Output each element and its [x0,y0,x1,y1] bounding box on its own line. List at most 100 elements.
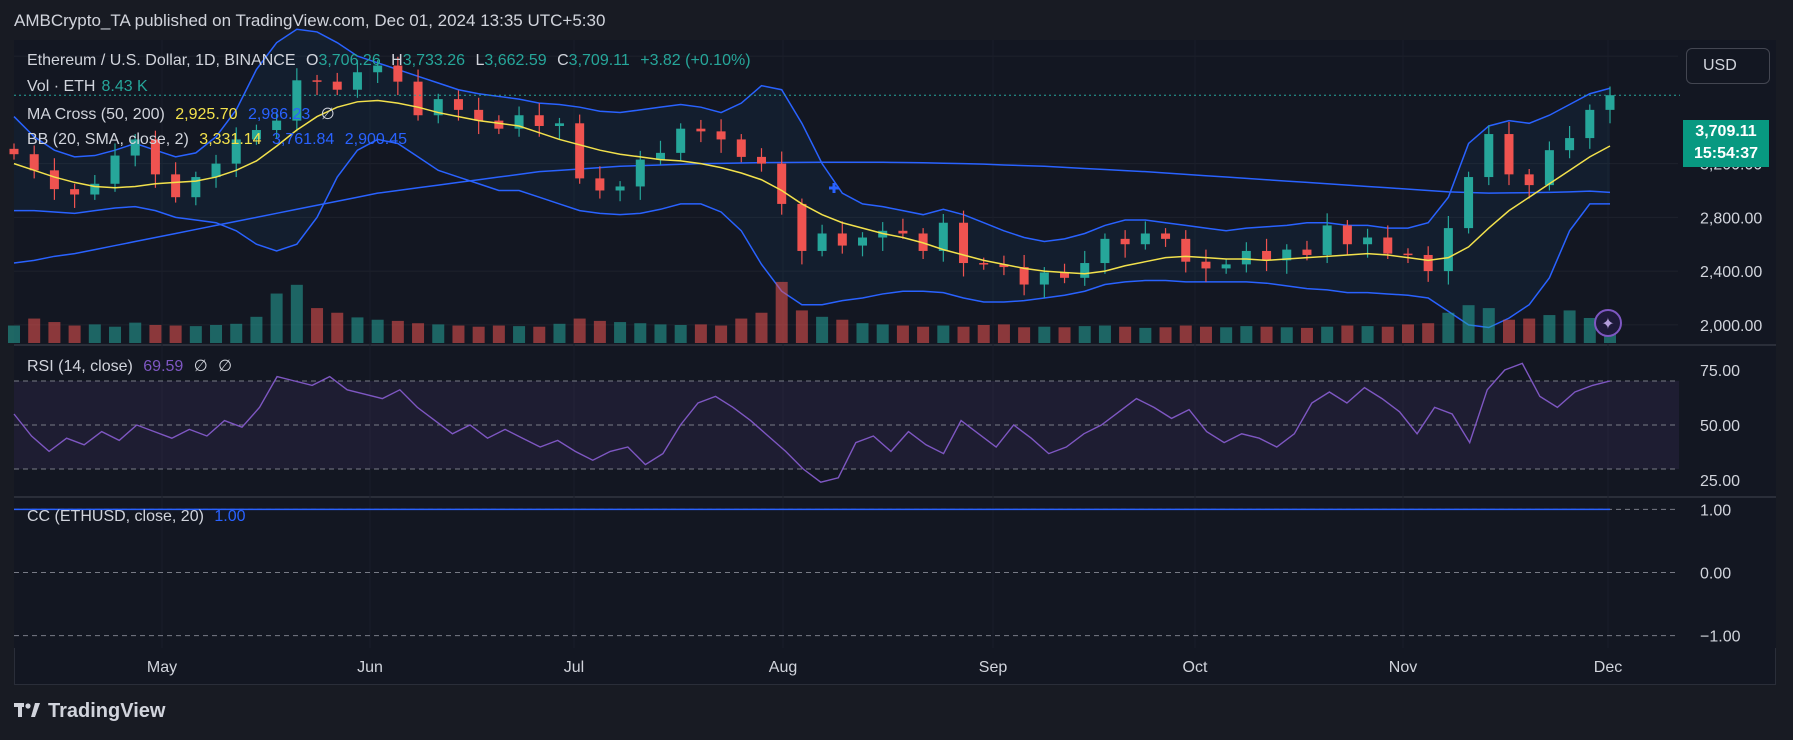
volume-bar [654,324,667,343]
ma-cross-label: MA Cross (50, 200) [27,106,165,123]
volume-bar [270,293,283,343]
candle [696,119,706,143]
candle [1060,263,1070,284]
rsi-legend[interactable]: RSI (14, close) 69.59 ∅ ∅ [27,356,238,376]
volume-bar [149,324,162,343]
time-tick-label: May [147,659,177,676]
cc-legend[interactable]: CC (ETHUSD, close, 20) 1.00 [27,508,252,526]
candle [191,171,201,206]
price-pane [9,28,1680,329]
volume-bar [876,324,889,343]
volume-bar [553,323,566,343]
candle [1221,259,1231,274]
cc-pane [14,508,1678,637]
chart-canvas[interactable]: 4,000.003,200.002,800.002,400.002,000.00… [0,0,1793,700]
ma50-line [13,99,1611,275]
volume-bar [1280,327,1293,343]
volume-bar [210,324,223,343]
volume-bar [917,326,930,343]
volume-bar [1422,323,1435,343]
candle [1140,221,1150,250]
volume-bar [48,322,61,343]
high-value: 3,733.26 [402,52,466,69]
volume-bar [68,325,81,343]
time-tick-label: Aug [769,659,797,676]
volume-bar [795,310,808,343]
candle [110,143,120,192]
volume-bar [1240,326,1253,343]
volume-bar [836,319,849,343]
candle [1100,233,1110,274]
volume-bar [614,322,627,343]
candle [393,56,403,96]
candle [373,60,383,83]
candle [332,72,342,96]
volume-bar [1300,327,1313,343]
candle [938,213,948,262]
rsi-pane [13,362,1679,483]
ma200-value: 2,986.23 [248,106,311,123]
time-tick-label: Dec [1594,659,1622,676]
ai-assistant-icon[interactable]: ✦ [1594,309,1622,337]
bb-legend[interactable]: BB (20, SMA, close, 2) 3,331.14 3,761.84… [27,131,413,149]
close-value: 3,709.11 [568,52,630,69]
candle [1342,220,1352,255]
price-tick-label: 2,400.00 [1700,264,1762,281]
volume-bar [896,325,909,343]
volume-bar [1341,325,1354,343]
ma-cross-legend[interactable]: MA Cross (50, 200) 2,925.70 2,986.23 ∅ [27,104,341,124]
rsi-extra1: ∅ [193,358,208,375]
rsi-tick-label: 25.00 [1700,473,1740,490]
bb-fill [14,29,1610,328]
candle [312,74,322,96]
rsi-value: 69.59 [143,358,184,375]
volume-bar [492,325,505,343]
candle [1565,125,1575,159]
volume-bar [533,326,546,343]
last-price: 3,709.11 [1695,123,1757,140]
symbol-name[interactable]: Ethereum / U.S. Dollar, 1D, BINANCE [27,52,296,69]
volume-bar [1583,317,1596,343]
candle [1120,230,1130,258]
candle [999,255,1009,276]
rsi-tick-label: 75.00 [1700,363,1740,380]
candle [635,150,645,200]
rsi-tick-label: 50.00 [1700,418,1740,435]
candle [1403,248,1413,264]
price-tick-label: 2,000.00 [1700,318,1762,335]
high-label: H [391,52,403,69]
candle [130,134,140,167]
volume-bar [28,318,41,343]
tradingview-logo-icon [14,700,40,723]
candle [211,154,221,188]
volume-legend[interactable]: Vol · ETH 8.43 K [27,78,154,96]
volume-bar [997,324,1010,343]
volume-label: Vol · ETH [27,78,96,95]
candle [595,166,605,199]
volume-bar [1139,327,1152,343]
candle [49,158,59,200]
rsi-label: RSI (14, close) [27,358,133,375]
publisher-line: AMBCrypto_TA published on TradingView.co… [14,11,606,30]
volume-bar [391,320,404,343]
candle [1019,254,1029,296]
currency-button[interactable]: USD [1686,48,1770,84]
volume-bar [694,324,707,343]
cc-label: CC (ETHUSD, close, 20) [27,508,204,525]
bb-upper-value: 3,761.84 [272,131,335,148]
volume-bar [977,324,990,343]
volume-bar [1199,326,1212,343]
volume-bar [856,323,869,343]
candle [797,198,807,265]
candle [1181,230,1191,273]
ma200-line [13,161,1611,264]
candle [1262,238,1272,272]
candle [1443,216,1453,285]
volume-bar [1098,325,1111,343]
volume-bar [169,325,182,343]
volume-bar [1078,326,1091,343]
volume-bar [290,284,303,343]
candle [9,143,19,160]
tradingview-brand[interactable]: TradingView [14,700,165,723]
candle-countdown: 15:54:37 [1693,145,1759,162]
